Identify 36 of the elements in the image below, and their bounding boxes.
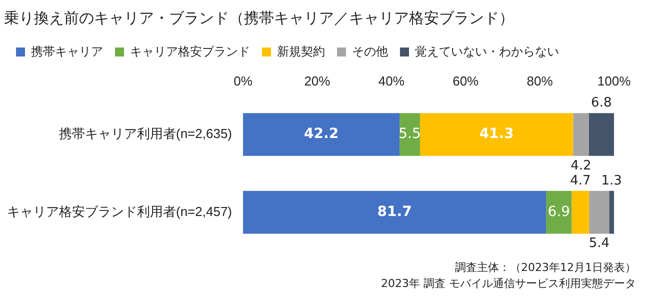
chart-title: 乗り換え前のキャリア・ブランド（携帯キャリア／キャリア格安ブランド）	[4, 10, 514, 28]
legend-label: 新規契約	[277, 44, 325, 58]
data-label: 5.5	[398, 126, 421, 142]
bar	[573, 113, 589, 156]
x-tick-label: 80%	[526, 73, 554, 88]
data-label: 6.8	[591, 95, 612, 110]
bar	[243, 113, 400, 156]
x-tick-label: 40%	[378, 73, 405, 88]
x-tick-label: 0%	[234, 73, 253, 88]
bar	[420, 113, 574, 156]
x-tick-label: 20%	[304, 73, 331, 88]
bar	[546, 190, 572, 234]
data-label: 4.2	[570, 158, 592, 174]
legend-label: 覚えていない・わからない	[415, 44, 559, 58]
data-label: 42.2	[304, 126, 339, 142]
bar	[609, 190, 614, 234]
y-tick-label: 携帯キャリア利用者(n=2,635)	[58, 126, 232, 142]
legend-label: その他	[352, 44, 388, 58]
bar	[243, 190, 546, 234]
x-tick-label: 100%	[597, 73, 632, 88]
bar	[589, 190, 610, 234]
bar	[400, 113, 420, 156]
bar	[572, 190, 590, 234]
data-label: 4.7	[570, 173, 591, 188]
data-label: 81.7	[377, 204, 412, 220]
data-label: 6.9	[548, 204, 570, 220]
legend-label: キャリア格安ブランド	[130, 44, 250, 58]
y-tick-label: キャリア格安ブランド利用者(n=2,457)	[6, 204, 232, 219]
data-label: 41.3	[479, 126, 514, 142]
x-tick-label: 60%	[452, 73, 480, 88]
data-label: 5.4	[588, 236, 610, 252]
legend-label: 携帯キャリア	[31, 44, 103, 58]
data-label: 1.3	[601, 173, 622, 188]
bar	[588, 113, 614, 156]
text: 2023年 調査 モバイル通信サービス利用実態データ	[381, 276, 636, 292]
text: 調査主体：（2023年12月1日発表）	[454, 260, 636, 276]
